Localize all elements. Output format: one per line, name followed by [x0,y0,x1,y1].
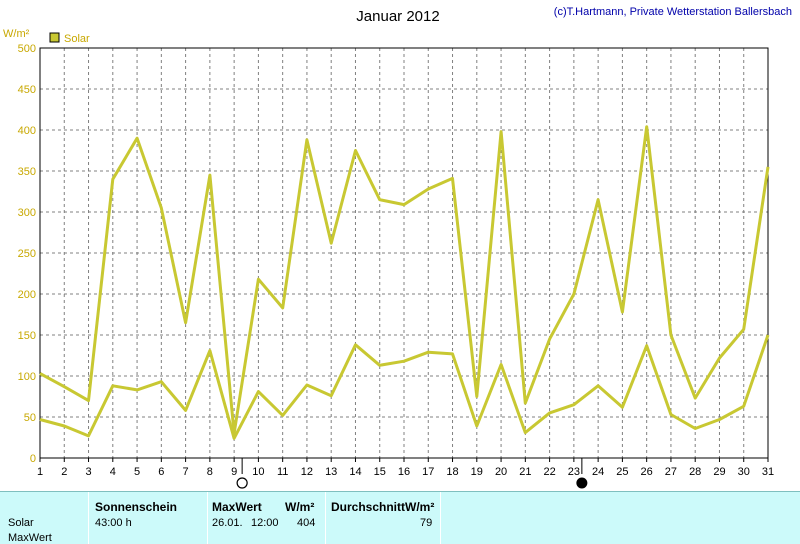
series-line-max [39,125,770,435]
x-tick-label: 14 [349,466,361,478]
x-tick-label: 20 [495,466,507,478]
maxwert-time: 12:00 [251,517,279,529]
y-axis-unit: W/m² [3,28,30,40]
x-tick-label: 6 [158,466,164,478]
x-tick-label: 21 [519,466,531,478]
series-line-average [39,334,770,440]
new-moon-icon [576,477,588,489]
x-tick-label: 22 [543,466,555,478]
stats-table: Solar MaxWert Sonnenschein 43:00 h MaxWe… [0,491,800,544]
x-tick-label: 3 [85,466,91,478]
y-tick-label: 150 [18,330,36,342]
y-tick-label: 450 [18,84,36,96]
x-tick-label: 23 [568,466,580,478]
x-tick-label: 2 [61,466,67,478]
legend-label: Solar [64,33,90,45]
x-tick-label: 28 [689,466,701,478]
credit-text: (c)T.Hartmann, Private Wetterstation Bal… [554,6,792,18]
y-tick-label: 250 [18,248,36,260]
legend-swatch [49,32,60,43]
x-tick-label: 17 [422,466,434,478]
row-label-maxwert: MaxWert [8,532,52,544]
y-tick-label: 500 [18,43,36,55]
header-maxwert: MaxWert [212,500,262,514]
x-tick-label: 31 [762,466,774,478]
maxwert-date: 26.01. [212,517,243,529]
x-tick-label: 30 [738,466,750,478]
x-tick-label: 8 [207,466,213,478]
x-tick-label: 1 [37,466,43,478]
full-moon-icon [236,477,248,489]
x-tick-label: 12 [301,466,313,478]
x-tick-label: 11 [277,466,288,478]
x-tick-label: 29 [713,466,725,478]
x-tick-label: 15 [374,466,386,478]
grid [40,48,768,458]
x-tick-label: 9 [231,466,237,478]
durchschnitt-value: 79 [420,517,433,529]
y-tick-label: 200 [18,289,36,301]
x-tick-label: 4 [110,466,116,478]
y-tick-label: 100 [18,371,36,383]
x-tick-label: 27 [665,466,677,478]
x-tick-label: 5 [134,466,140,478]
x-tick-label: 13 [325,466,337,478]
x-tick-label: 18 [446,466,458,478]
maxwert-value: 404 [297,517,316,529]
x-tick-label: 25 [616,466,628,478]
y-tick-labels: 0 50 100 150 200 250 300 350 400 450 500 [18,43,36,465]
moon-phase-markers [236,458,588,489]
x-tick-label: 7 [183,466,189,478]
header-sonnenschein: Sonnenschein [95,500,178,514]
x-tick-label: 26 [641,466,653,478]
x-tick-labels: 1 2 3 4 5 6 7 8 9 10 11 12 13 14 15 16 17 18 19 20 21 22 23 24 2… [37,458,774,478]
chart: Januar 2012 (c)T.Hartmann, Private Wette… [3,6,792,489]
x-tick-label: 24 [592,466,604,478]
y-tick-label: 350 [18,166,36,178]
y-tick-label: 0 [30,453,36,465]
x-tick-label: 10 [252,466,264,478]
x-tick-label: 16 [398,466,410,478]
header-maxwert-unit: W/m² [285,500,315,514]
y-tick-label: 50 [24,412,36,424]
series-lines [39,125,770,440]
row-label-solar: Solar [8,517,34,529]
chart-title: Januar 2012 [356,8,439,25]
y-tick-label: 400 [18,125,36,137]
y-tick-label: 300 [18,207,36,219]
x-tick-label: 19 [471,466,483,478]
header-durchschnitt: DurchschnittW/m² [331,500,435,514]
sonnenschein-value: 43:00 h [95,517,132,529]
